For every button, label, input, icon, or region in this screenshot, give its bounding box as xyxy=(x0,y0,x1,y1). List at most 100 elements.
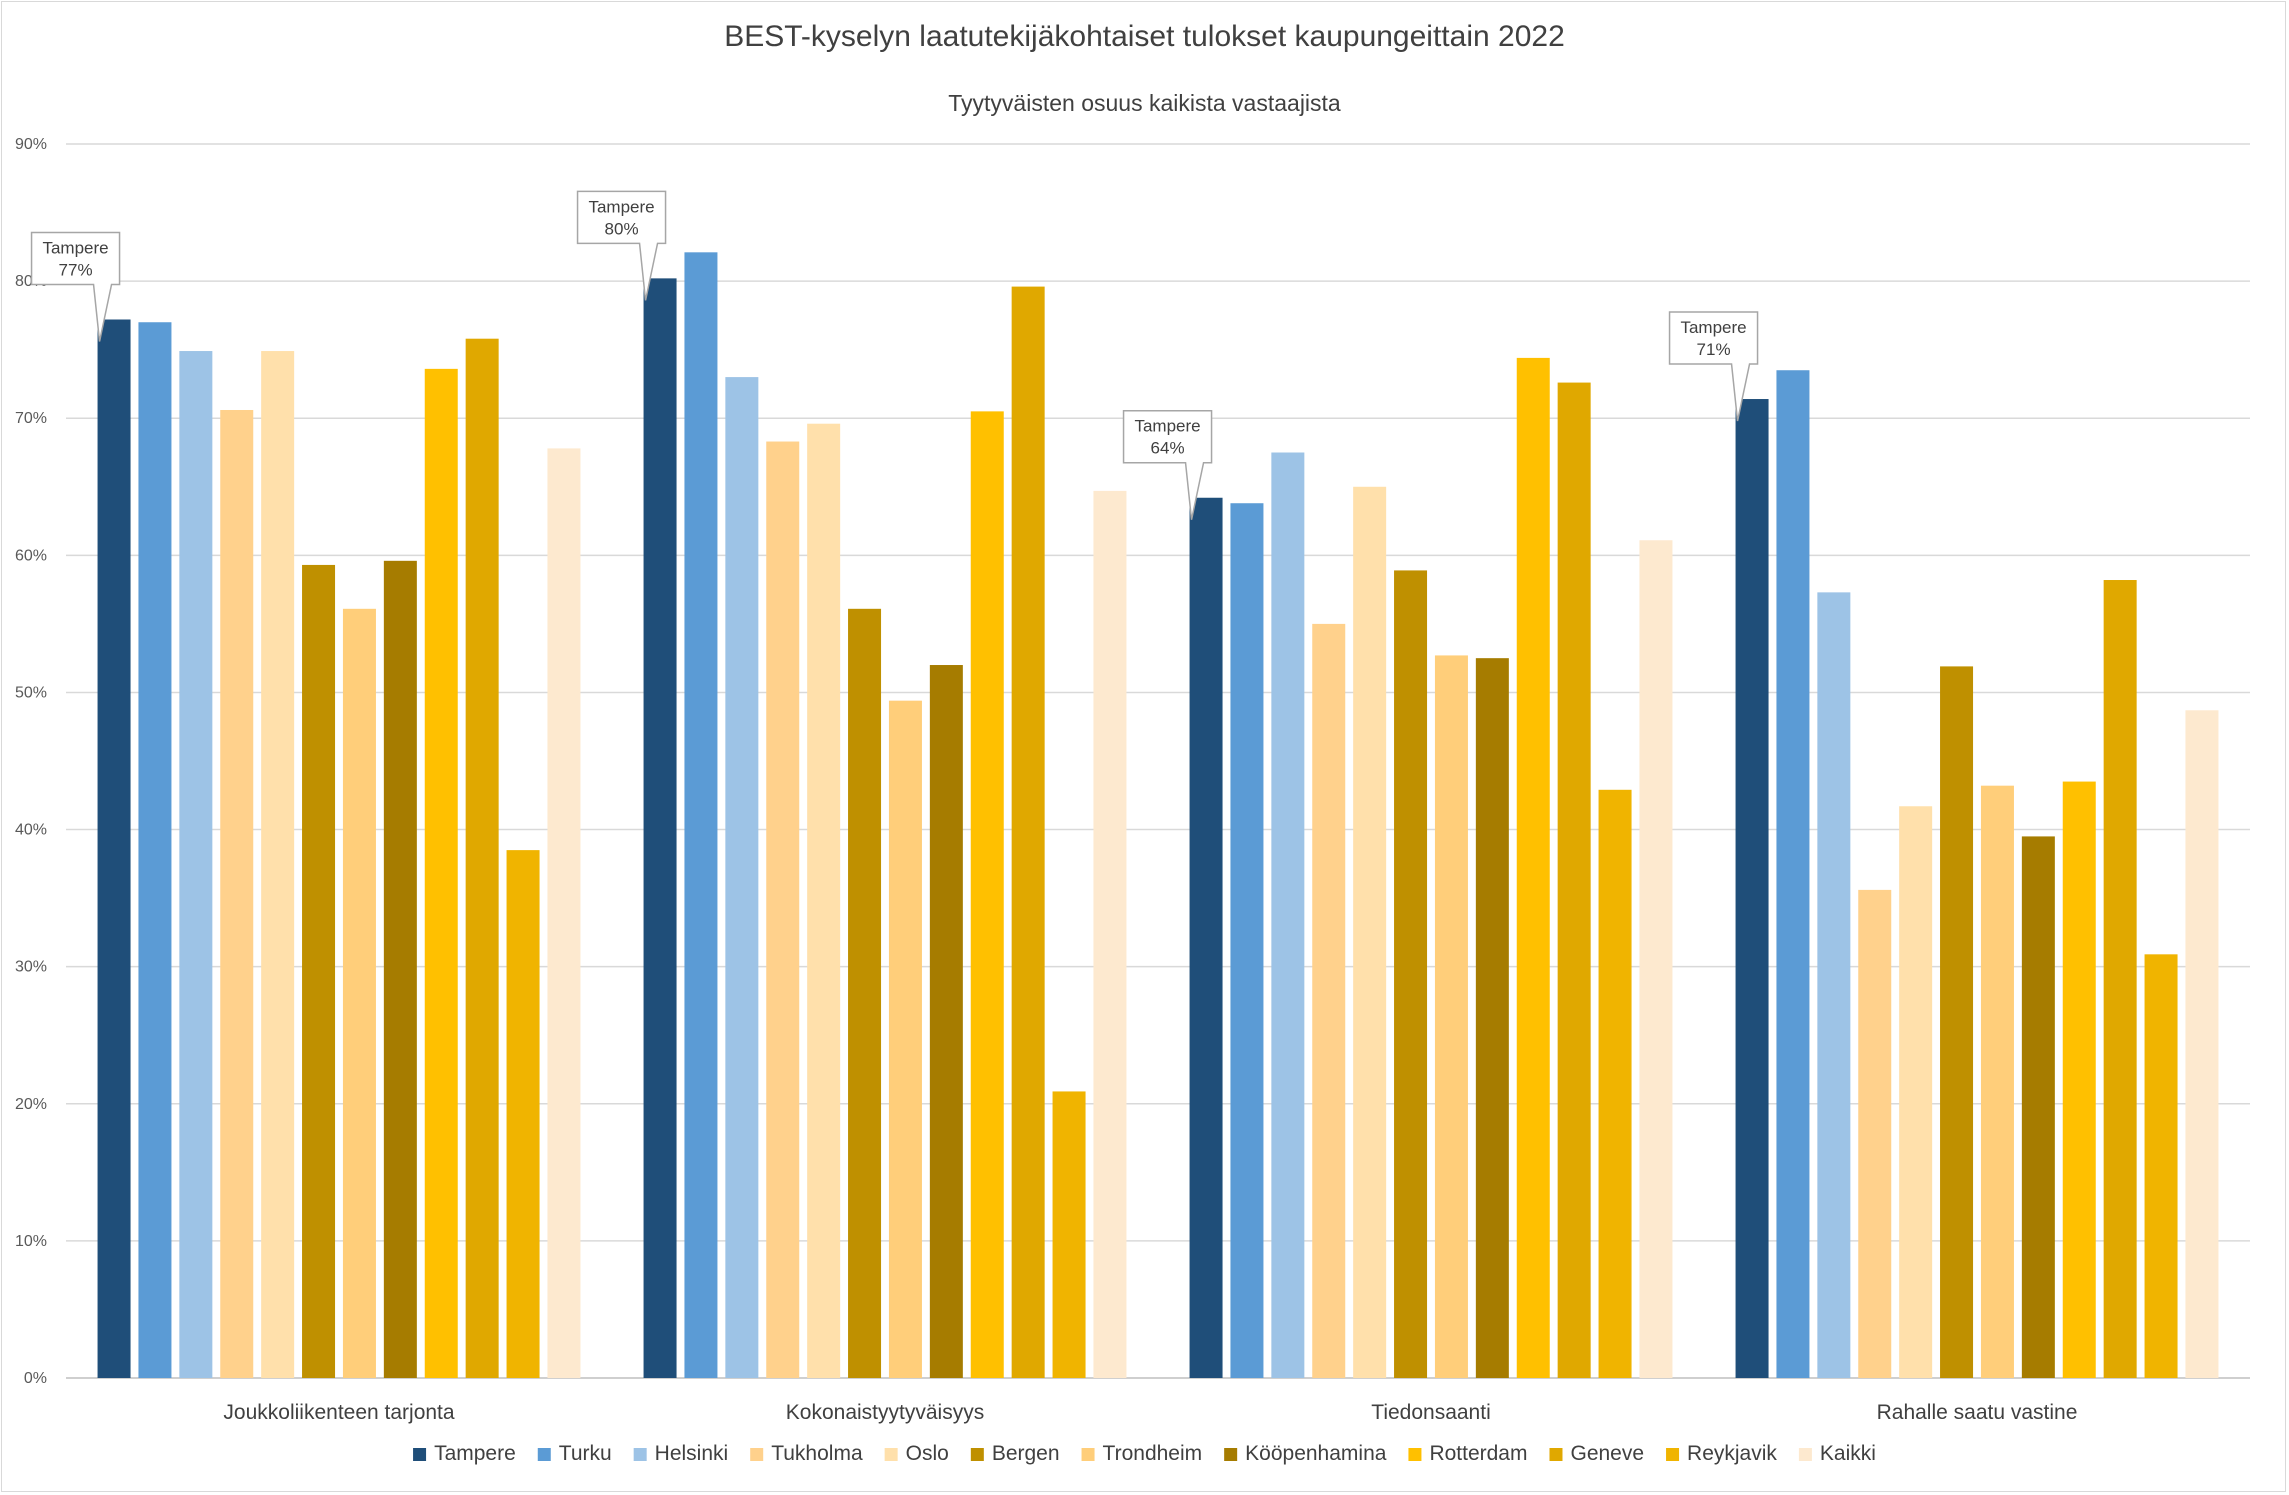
legend-item: Trondheim xyxy=(1081,1442,1203,1465)
bar xyxy=(342,608,376,1378)
legend-label: Tampere xyxy=(434,1442,516,1465)
y-tick-label: 20% xyxy=(15,1096,47,1113)
legend-item: Oslo xyxy=(884,1442,949,1465)
bar xyxy=(1557,382,1591,1378)
bar xyxy=(138,322,172,1379)
legend-swatch xyxy=(1549,1448,1563,1461)
callout-box xyxy=(1668,311,1759,422)
bar xyxy=(970,411,1004,1378)
callout-label: Tampere xyxy=(42,239,108,258)
bar xyxy=(383,560,417,1378)
legend-swatch xyxy=(633,1448,647,1461)
legend-label: Helsinki xyxy=(655,1442,729,1465)
bar xyxy=(506,850,540,1378)
legend-item: Turku xyxy=(537,1442,612,1465)
y-tick-label: 10% xyxy=(15,1233,47,1250)
y-tick-label: 90% xyxy=(15,136,47,153)
bar xyxy=(766,441,800,1378)
bar xyxy=(1940,666,1974,1378)
legend-swatch xyxy=(1408,1448,1422,1461)
bar xyxy=(1899,806,1933,1378)
legend-label: Reykjavik xyxy=(1687,1442,1777,1465)
callout-value: 71% xyxy=(1697,340,1731,359)
callout-box xyxy=(1122,409,1213,520)
callout-value: 80% xyxy=(605,219,639,238)
legend-swatch xyxy=(884,1448,898,1461)
bar xyxy=(1516,357,1550,1379)
legend-label: Oslo xyxy=(906,1442,949,1465)
bar xyxy=(2185,710,2219,1378)
legend-label: Rotterdam xyxy=(1429,1442,1527,1465)
y-tick-label: 50% xyxy=(15,684,47,701)
bar xyxy=(1475,658,1509,1378)
bar xyxy=(888,700,922,1378)
legend-item: Kööpenhamina xyxy=(1224,1442,1387,1465)
bar xyxy=(1639,540,1673,1378)
bar xyxy=(929,665,963,1378)
bar xyxy=(1312,623,1346,1378)
legend-label: Tukholma xyxy=(771,1442,863,1465)
y-tick-label: 0% xyxy=(24,1370,47,1387)
bar xyxy=(1858,889,1892,1378)
bar xyxy=(2062,781,2096,1378)
legend-swatch xyxy=(1224,1448,1238,1461)
bar xyxy=(1598,789,1632,1378)
legend-swatch xyxy=(1666,1448,1680,1461)
bar xyxy=(1011,286,1045,1378)
y-tick-label: 60% xyxy=(15,547,47,564)
bar xyxy=(1776,370,1810,1378)
bar xyxy=(1735,399,1769,1378)
bar xyxy=(1052,1091,1086,1378)
bar xyxy=(302,564,336,1378)
callout-value: 77% xyxy=(59,261,93,280)
data-callout: Tampere 64% xyxy=(1122,409,1213,520)
legend-item: Geneve xyxy=(1549,1442,1644,1465)
data-callout: Tampere 77% xyxy=(30,231,121,342)
bar xyxy=(1271,452,1305,1378)
callout-label: Tampere xyxy=(1134,417,1200,436)
legend-item: Tampere xyxy=(413,1442,516,1465)
callout-label: Tampere xyxy=(588,197,654,216)
bar xyxy=(725,377,759,1379)
data-callout: Tampere 71% xyxy=(1668,311,1759,422)
legend-swatch xyxy=(1798,1448,1812,1461)
legend-label: Trondheim xyxy=(1103,1442,1203,1465)
bar xyxy=(179,351,213,1378)
bar xyxy=(97,319,131,1379)
legend-swatch xyxy=(1081,1448,1095,1461)
bar xyxy=(1189,497,1223,1378)
category-label: Joukkoliikenteen tarjonta xyxy=(223,1401,454,1424)
y-tick-label: 40% xyxy=(15,822,47,839)
legend-item: Bergen xyxy=(970,1442,1060,1465)
callout-box xyxy=(30,231,121,342)
category-label: Tiedonsaanti xyxy=(1371,1401,1490,1424)
bar xyxy=(1093,490,1127,1378)
y-tick-label: 30% xyxy=(15,959,47,976)
legend-swatch xyxy=(537,1448,551,1461)
legend-label: Kööpenhamina xyxy=(1245,1442,1387,1465)
bar xyxy=(547,448,581,1378)
legend-swatch xyxy=(750,1448,764,1461)
bar xyxy=(1980,785,2014,1378)
legend-item: Rotterdam xyxy=(1408,1442,1527,1465)
bar xyxy=(1434,655,1468,1378)
bar xyxy=(1230,503,1264,1379)
category-label: Kokonaistyytyväisyys xyxy=(786,1401,984,1424)
legend-label: Turku xyxy=(559,1442,612,1465)
bar xyxy=(2144,954,2178,1378)
bar xyxy=(807,423,841,1378)
legend-item: Tukholma xyxy=(750,1442,863,1465)
chart-title: BEST-kyselyn laatutekijäkohtaiset tuloks… xyxy=(724,20,1565,53)
bar xyxy=(424,368,458,1379)
legend-item: Reykjavik xyxy=(1666,1442,1777,1465)
legend-label: Kaikki xyxy=(1820,1442,1876,1465)
legend: Tampere Turku Helsinki Tukholma Oslo Bergen Tr… xyxy=(413,1442,1876,1465)
bar xyxy=(643,278,677,1378)
callout-label: Tampere xyxy=(1680,318,1746,337)
data-callout: Tampere 80% xyxy=(576,190,667,301)
callout-value: 64% xyxy=(1151,439,1185,458)
legend-swatch xyxy=(970,1448,984,1461)
bar xyxy=(848,608,882,1378)
chart-subtitle: Tyytyväisten osuus kaikista vastaajista xyxy=(948,90,1341,116)
legend-item: Helsinki xyxy=(633,1442,729,1465)
